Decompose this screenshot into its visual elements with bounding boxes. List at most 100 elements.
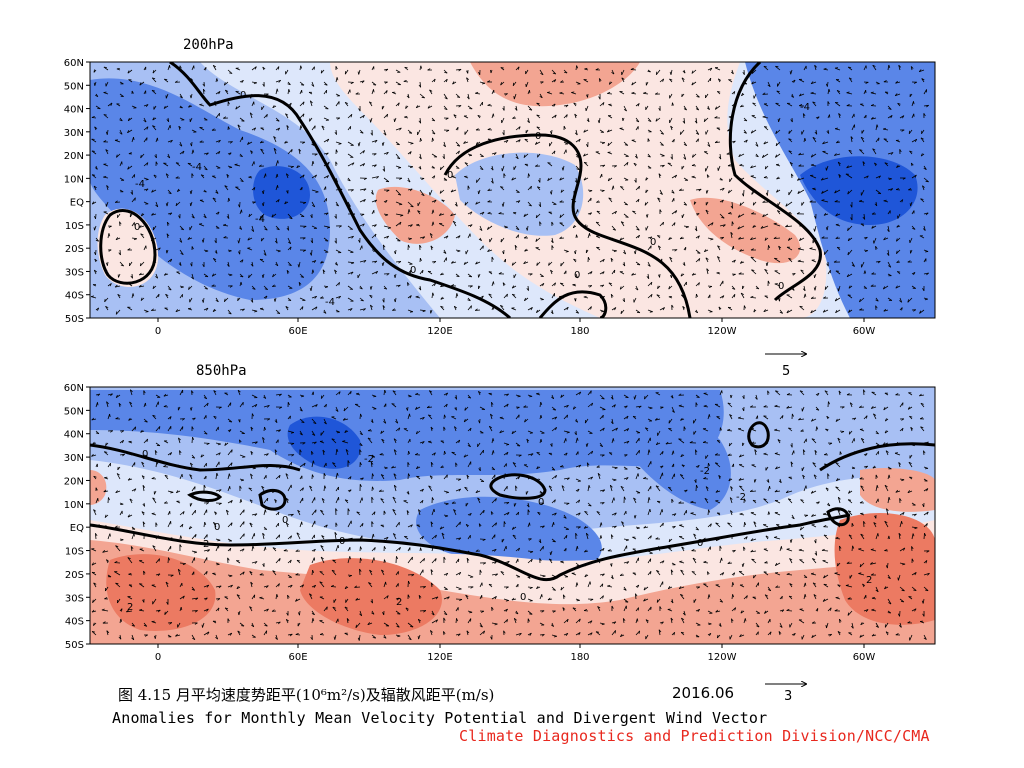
wind-vector-head (108, 225, 112, 228)
wind-vector (635, 225, 640, 231)
wind-vector-head (765, 262, 768, 266)
wind-vector-head (325, 524, 328, 528)
wind-vector-head (923, 450, 926, 454)
wind-vector (107, 533, 111, 540)
wind-vector-head (289, 246, 292, 250)
wind-vector-head (445, 235, 449, 239)
wind-vector-head (131, 528, 136, 530)
wind-vector-head (559, 200, 563, 203)
wind-vector (599, 427, 605, 432)
wind-vector (501, 165, 505, 172)
wind-vector-head (874, 515, 877, 519)
wind-vector-head (776, 176, 779, 180)
wind-vector-head (445, 503, 449, 506)
wind-vector (563, 306, 569, 311)
wind-vector (451, 261, 457, 264)
wind-vector-head (301, 421, 305, 423)
wind-vector-head (888, 64, 891, 69)
wind-vector-head (692, 154, 694, 158)
wind-vector-head (590, 271, 593, 275)
wind-vector-head (361, 213, 365, 216)
shade-mid-red-indian-ocean (300, 558, 442, 635)
wind-vector-head (290, 166, 294, 169)
wind-vector-head (715, 489, 719, 493)
wind-vector-head (810, 163, 814, 166)
wind-vector (873, 413, 877, 420)
wind-vector-head (303, 202, 307, 205)
wind-vector-head (563, 125, 566, 129)
wind-vector-head (152, 414, 156, 417)
wind-vector-head (350, 82, 354, 85)
wind-vector-head (418, 509, 421, 512)
wind-vector-head (370, 420, 374, 423)
wind-vector-head (737, 214, 741, 218)
wind-vector-head (188, 307, 192, 310)
wind-vector (738, 464, 745, 468)
wind-vector-head (835, 536, 839, 539)
wind-vector-head (744, 522, 747, 526)
wind-vector (251, 404, 258, 408)
wind-vector-head (790, 444, 793, 448)
wind-vector-head (647, 264, 651, 267)
wind-vector (575, 165, 580, 170)
wind-vector-head (487, 249, 490, 252)
wind-vector-head (696, 484, 698, 488)
wind-vector-head (277, 511, 280, 516)
wind-vector-head (419, 257, 422, 261)
wind-vector-head (816, 116, 820, 120)
wind-vector-head (910, 426, 914, 430)
wind-vector (347, 162, 355, 167)
wind-vector-head (870, 91, 874, 94)
wind-vector-head (566, 404, 569, 408)
wind-vector-head (204, 521, 207, 526)
wind-vector-head (655, 92, 658, 95)
wind-vector-head (362, 223, 365, 227)
wind-vector (822, 141, 829, 145)
wind-vector-head (638, 405, 642, 409)
wind-vector (871, 391, 877, 396)
wind-vector-head (529, 396, 533, 398)
wind-vector-head (622, 299, 625, 303)
wind-vector-head (809, 247, 813, 249)
wind-vector-head (682, 120, 686, 124)
wind-vector (106, 401, 109, 408)
wind-vector-head (530, 186, 532, 190)
wind-vector-head (848, 149, 852, 152)
wind-vector-head (729, 497, 733, 500)
wind-vector-head (428, 414, 432, 417)
wind-vector-head (145, 104, 149, 107)
wind-vector-head (487, 226, 489, 230)
wind-vector-head (645, 177, 647, 181)
wind-vector-head (848, 309, 851, 313)
wind-vector (665, 442, 673, 445)
wind-vector-head (530, 307, 533, 311)
wind-vector-head (278, 393, 282, 397)
wind-vector-head (478, 71, 481, 75)
wind-vector-head (884, 430, 887, 434)
wind-vector-head (726, 152, 730, 155)
wind-vector-head (445, 79, 448, 83)
wind-vector (215, 112, 220, 119)
wind-vector-head (382, 299, 385, 303)
wind-vector-head (764, 166, 767, 170)
wind-vector-head (203, 216, 207, 219)
wind-vector (224, 297, 229, 302)
wind-vector-head (110, 393, 113, 397)
wind-vector-head (888, 265, 892, 268)
wind-vector-head (94, 251, 96, 255)
wind-vector-head (737, 416, 742, 419)
wind-vector-head (654, 417, 658, 421)
wind-vector-head (432, 292, 435, 296)
shade-pale-red-south-atlantic (97, 208, 159, 287)
lon-tick-label: 120E (427, 326, 452, 337)
wind-vector-head (239, 155, 243, 157)
wind-vector-head (742, 408, 745, 412)
wind-vector (287, 430, 294, 433)
wind-vector-head (203, 397, 207, 400)
wind-vector-head (702, 440, 706, 443)
wind-vector-head (144, 421, 148, 423)
wind-vector-head (523, 213, 526, 217)
wind-vector-head (574, 298, 576, 302)
wind-vector-head (309, 485, 313, 489)
wind-vector-head (907, 260, 911, 263)
